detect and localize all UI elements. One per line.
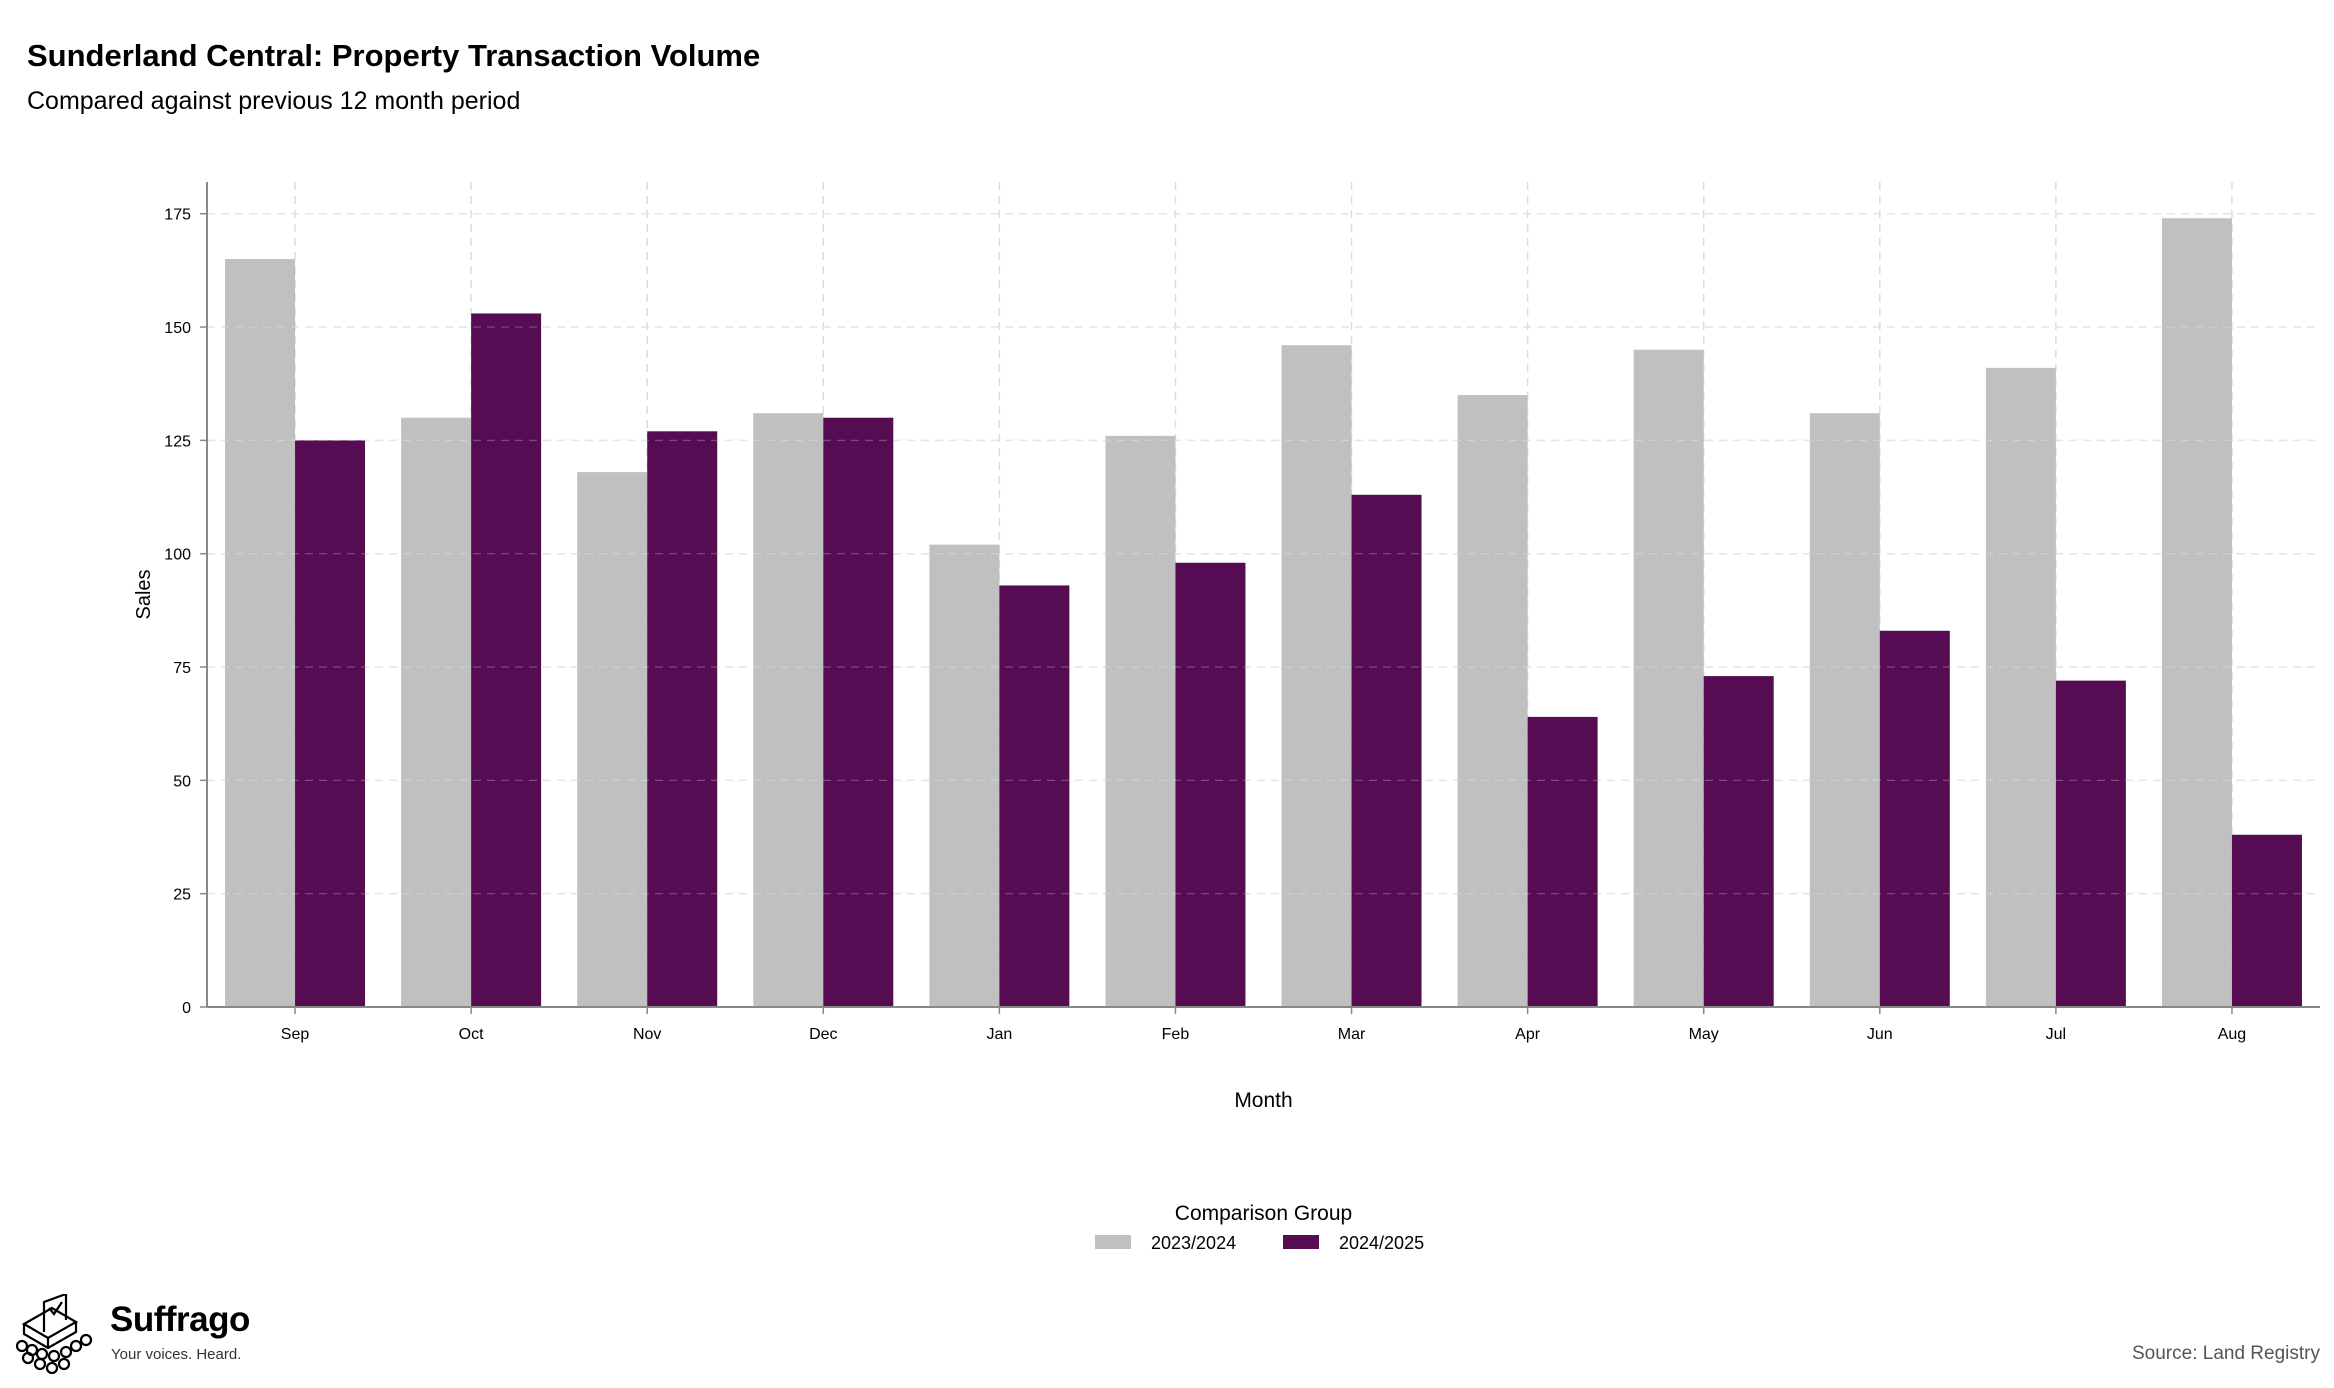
brand-tagline: Your voices. Heard. bbox=[111, 1346, 242, 1363]
x-tick-label: Dec bbox=[809, 1026, 837, 1043]
x-tick-label: Oct bbox=[459, 1026, 484, 1043]
x-axis-title: Month bbox=[1234, 1089, 1292, 1112]
bar-2023-2024-aug bbox=[2161, 218, 2232, 1007]
y-tick-label: 25 bbox=[173, 887, 191, 904]
bar-2024-2025-may bbox=[1703, 676, 1774, 1007]
x-tick-label: Jul bbox=[2046, 1026, 2066, 1043]
x-tick-label: Feb bbox=[1162, 1026, 1190, 1043]
source-note: Source: Land Registry bbox=[2132, 1343, 2320, 1364]
chart-subtitle: Compared against previous 12 month perio… bbox=[27, 87, 521, 115]
bar-2023-2024-jul bbox=[1985, 367, 2056, 1007]
y-tick-label: 150 bbox=[164, 320, 191, 337]
y-tick-label: 75 bbox=[173, 660, 191, 677]
bar-2023-2024-feb bbox=[1105, 435, 1176, 1007]
bar-2024-2025-oct bbox=[471, 313, 542, 1007]
x-tick-label: Sep bbox=[281, 1026, 310, 1043]
bar-2024-2025-jun bbox=[1879, 630, 1950, 1007]
bar-2023-2024-nov bbox=[577, 472, 648, 1008]
ballot-box-logo-icon bbox=[15, 1294, 93, 1374]
bar-2024-2025-dec bbox=[823, 417, 894, 1007]
x-tick-label: Nov bbox=[633, 1026, 661, 1043]
x-tick-label: Jun bbox=[1867, 1026, 1893, 1043]
legend-label-2023-2024: 2023/2024 bbox=[1151, 1233, 1236, 1253]
y-tick-label: 50 bbox=[173, 773, 191, 790]
bar-2023-2024-may bbox=[1633, 349, 1704, 1007]
legend-title: Comparison Group bbox=[1175, 1202, 1352, 1225]
bar-2023-2024-sep bbox=[225, 259, 296, 1007]
chart-title: Sunderland Central: Property Transaction… bbox=[27, 38, 761, 73]
x-tick-label: Jan bbox=[986, 1026, 1012, 1043]
bar-2023-2024-jun bbox=[1809, 413, 1880, 1008]
bar-2024-2025-apr bbox=[1527, 716, 1598, 1007]
y-tick-label: 100 bbox=[164, 547, 191, 564]
bar-2024-2025-aug bbox=[2231, 834, 2302, 1007]
y-tick-label: 125 bbox=[164, 433, 191, 450]
legend-label-2024-2025: 2024/2025 bbox=[1339, 1233, 1424, 1253]
bar-2024-2025-jul bbox=[2055, 680, 2126, 1007]
bar-2023-2024-mar bbox=[1281, 345, 1352, 1008]
bar-2024-2025-jan bbox=[999, 585, 1070, 1007]
legend-swatch-2023-2024 bbox=[1095, 1235, 1131, 1249]
bar-2024-2025-feb bbox=[1175, 562, 1246, 1007]
y-tick-label: 0 bbox=[182, 1000, 191, 1017]
x-tick-label: Mar bbox=[1338, 1026, 1366, 1043]
x-tick-label: Aug bbox=[2218, 1026, 2246, 1043]
legend-swatch-2024-2025 bbox=[1283, 1235, 1319, 1249]
x-tick-label: Apr bbox=[1515, 1026, 1541, 1043]
y-axis-title: Sales bbox=[133, 569, 155, 619]
bar-2023-2024-apr bbox=[1457, 395, 1528, 1007]
brand-name: Suffrago bbox=[110, 1300, 250, 1339]
x-tick-label: May bbox=[1689, 1026, 1719, 1043]
bar-2024-2025-sep bbox=[295, 440, 366, 1007]
y-tick-label: 175 bbox=[164, 207, 191, 224]
bar-2024-2025-nov bbox=[647, 431, 718, 1007]
bar-2024-2025-mar bbox=[1351, 494, 1422, 1007]
bar-2023-2024-oct bbox=[401, 417, 472, 1007]
bar-2023-2024-jan bbox=[929, 544, 1000, 1007]
bar-2023-2024-dec bbox=[753, 413, 824, 1008]
